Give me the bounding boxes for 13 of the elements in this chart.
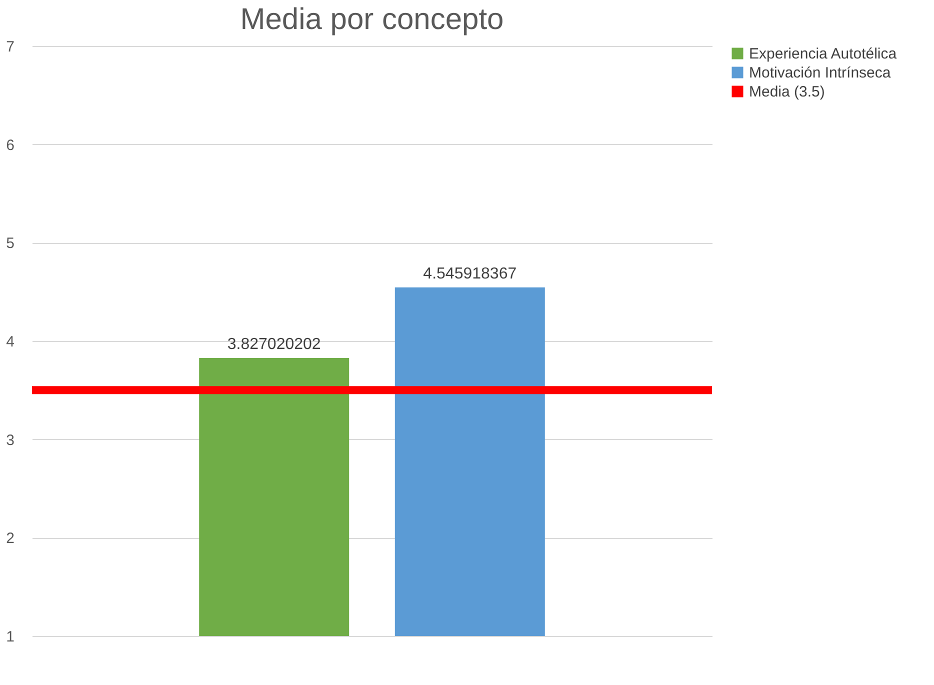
data-label: 4.545918367 <box>423 265 517 282</box>
y-tick-label: 3 <box>6 432 14 449</box>
legend-label: Media (3.5) <box>749 84 825 100</box>
y-tick-label: 5 <box>6 235 14 252</box>
y-tick-label: 4 <box>6 334 14 350</box>
legend-label: Experiencia Autotélica <box>749 46 898 62</box>
chart-title: Media por concepto <box>240 3 504 36</box>
y-tick-label: 6 <box>6 136 14 154</box>
legend-label: Motivación Intrínseca <box>749 64 892 82</box>
y-tick-label: 2 <box>6 530 14 548</box>
y-tick-label: 7 <box>6 38 14 56</box>
y-tick-label: 1 <box>6 628 14 646</box>
data-label: 3.827020202 <box>227 336 321 354</box>
